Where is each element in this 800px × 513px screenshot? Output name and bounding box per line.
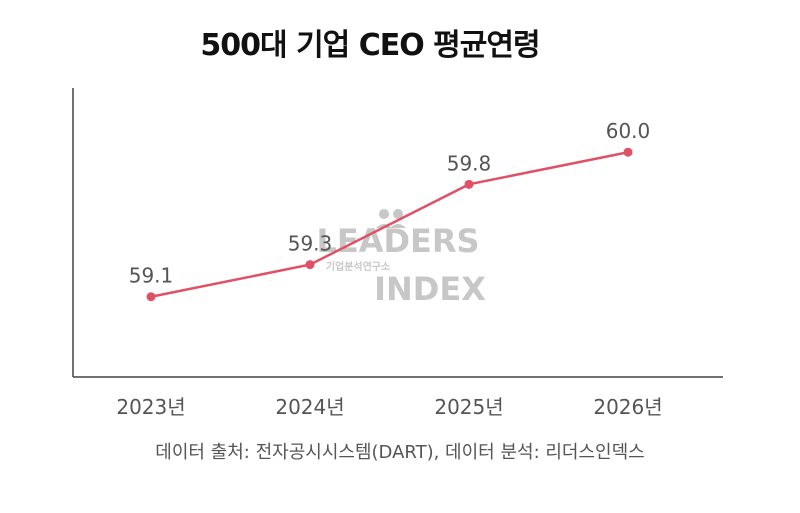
data-label: 59.1 xyxy=(129,264,174,288)
data-label: 59.3 xyxy=(288,232,333,256)
x-tick-label: 2025년 xyxy=(434,395,503,419)
x-tick-label: 2024년 xyxy=(275,395,344,419)
source-note: 데이터 출처: 전자공시시스템(DART), 데이터 분석: 리더스인덱스 xyxy=(155,442,645,463)
data-label: 59.8 xyxy=(447,151,492,175)
data-point xyxy=(623,147,633,157)
data-point xyxy=(146,292,156,302)
data-point xyxy=(464,179,474,189)
watermark-index: INDEX xyxy=(374,270,486,308)
x-tick-label: 2023년 xyxy=(116,395,185,419)
plot-area: 59.1 59.3 59.8 60.0 2023년 2024년 2025년 2026년 xyxy=(116,119,662,419)
watermark-title: LEADERS xyxy=(316,222,479,260)
watermark-subtitle: 기업분석연구소 xyxy=(326,260,390,273)
series-line xyxy=(150,150,629,298)
watermark: LEADERS 기업분석연구소 INDEX xyxy=(316,209,486,308)
x-tick-label: 2026년 xyxy=(593,395,662,419)
data-label: 60.0 xyxy=(606,119,651,143)
chart-title: 500대 기업 CEO 평균연령 xyxy=(200,28,540,63)
data-point xyxy=(305,260,315,270)
